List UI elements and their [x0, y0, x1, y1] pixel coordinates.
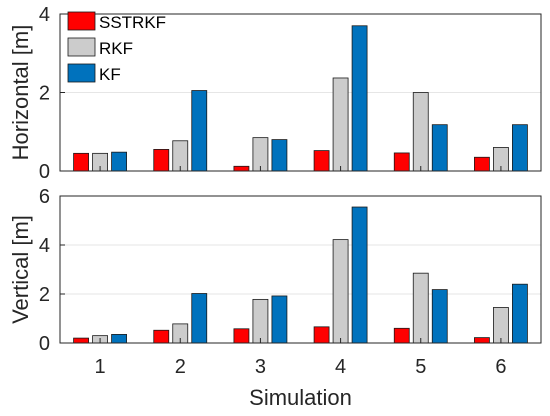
- y-tick-label: 2: [39, 284, 50, 306]
- y-axis-label: Vertical [m]: [8, 215, 33, 324]
- bar-kf-3: [271, 139, 288, 172]
- bar-sstrkf-1: [73, 337, 89, 344]
- bar-kf-5: [431, 124, 448, 172]
- bar-kf-3: [271, 295, 288, 344]
- bar-kf-2: [191, 293, 208, 344]
- legend-label-kf: KF: [99, 65, 121, 84]
- bar-kf-4: [351, 206, 368, 344]
- bar-rkf-6: [493, 307, 509, 344]
- bar-kf-1: [111, 151, 127, 172]
- axes-box: [59, 13, 542, 172]
- bar-kf-2: [191, 90, 208, 172]
- bar-rkf-5: [412, 92, 429, 172]
- bar-sstrkf-6: [474, 337, 490, 344]
- legend-swatch-sstrkf: [67, 11, 96, 31]
- bar-sstrkf-1: [73, 152, 89, 172]
- x-tick-label: 4: [335, 356, 346, 378]
- bar-rkf-4: [332, 239, 349, 344]
- bar-sstrkf-2: [153, 329, 170, 344]
- bar-kf-1: [111, 334, 127, 344]
- y-tick-label: 6: [39, 186, 50, 208]
- y-tick-label: 0: [39, 161, 50, 183]
- x-tick-label: 3: [255, 356, 266, 378]
- x-tick-label: 5: [415, 356, 426, 378]
- bar-kf-6: [512, 124, 528, 172]
- bar-kf-5: [431, 289, 448, 344]
- x-axis-label: Simulation: [249, 385, 352, 410]
- y-tick-label: 2: [39, 83, 50, 105]
- x-tick-label: 2: [175, 356, 186, 378]
- legend: SSTRKF RKF KF: [67, 11, 166, 84]
- bar-sstrkf-6: [474, 156, 490, 172]
- bar-rkf-3: [252, 298, 269, 344]
- bar-kf-4: [351, 25, 368, 172]
- x-tick-label: 6: [495, 356, 506, 378]
- y-tick-label: 4: [39, 235, 50, 257]
- legend-swatch-rkf: [67, 37, 96, 57]
- x-tick-label: 1: [95, 356, 106, 378]
- bar-sstrkf-3: [233, 165, 250, 172]
- legend-swatch-kf: [67, 63, 96, 83]
- y-tick-label: 0: [39, 333, 50, 355]
- y-axis-label: Horizontal [m]: [8, 25, 33, 161]
- bar-sstrkf-4: [313, 150, 330, 172]
- axes-box: [59, 195, 542, 344]
- legend-label-rkf: RKF: [99, 39, 133, 58]
- y-tick-label: 4: [39, 4, 50, 26]
- bar-sstrkf-5: [393, 152, 410, 172]
- bar-sstrkf-4: [313, 326, 330, 344]
- bar-kf-6: [512, 283, 528, 344]
- bar-rkf-5: [412, 272, 429, 344]
- bar-rkf-3: [252, 137, 269, 172]
- bar-sstrkf-5: [393, 327, 410, 344]
- bar-sstrkf-3: [233, 328, 250, 344]
- chart-panel-2: 0 2 4 6 Vertical [m] 1 2 3 4 5 6 Simulation: [8, 186, 542, 410]
- chart-panel-1: 0 2 4 Horizontal [m] SSTRKF RKF KF: [8, 4, 542, 183]
- bar-rkf-4: [332, 77, 349, 172]
- bar-sstrkf-2: [153, 149, 170, 172]
- legend-label-sstrkf: SSTRKF: [99, 13, 166, 32]
